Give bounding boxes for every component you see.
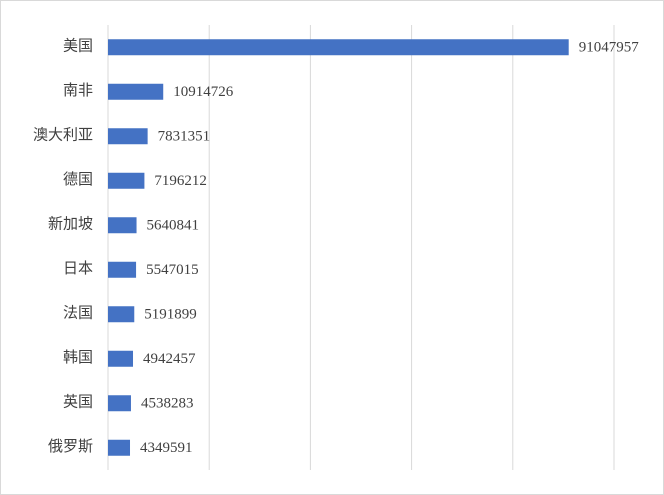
y-tick-label: 澳大利亚 [33,127,93,144]
bar [108,172,145,189]
bar [108,128,148,145]
y-tick-label: 韩国 [63,349,93,366]
bar [108,83,164,100]
data-label: 4538283 [141,396,194,412]
y-tick-label: 新加坡 [48,216,93,233]
data-label: 7831351 [158,129,211,145]
y-tick-label: 英国 [63,393,93,411]
bar [108,350,134,367]
bar [108,395,131,412]
data-label: 5547015 [146,262,199,278]
bar [108,39,569,56]
y-tick-label: 俄罗斯 [48,438,93,455]
y-tick-label: 日本 [63,260,93,277]
y-tick-label: 法国 [63,305,93,322]
data-label: 7196212 [154,173,207,189]
data-label: 5191899 [144,307,197,323]
data-label: 5640841 [147,218,200,234]
data-label: 91047957 [579,40,640,56]
data-label: 10914726 [173,84,234,100]
y-tick-label: 南非 [63,82,93,99]
data-label: 4942457 [143,351,196,367]
data-label: 4349591 [140,440,193,456]
bar [108,439,131,456]
y-tick-label: 德国 [63,170,93,188]
bar [108,217,137,234]
bar [108,306,135,323]
bar [108,261,137,278]
y-tick-label: 美国 [63,38,93,55]
